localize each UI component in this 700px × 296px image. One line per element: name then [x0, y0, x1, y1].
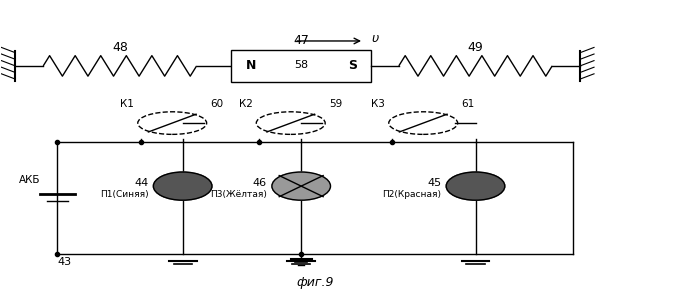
- Text: S: S: [348, 59, 357, 72]
- Text: 43: 43: [57, 257, 71, 267]
- Text: 61: 61: [461, 99, 475, 109]
- Text: П3(Жёлтая): П3(Жёлтая): [210, 190, 267, 200]
- Text: К1: К1: [120, 99, 134, 109]
- Text: фиг.9: фиг.9: [296, 276, 334, 289]
- Text: 47: 47: [293, 34, 309, 47]
- Ellipse shape: [272, 172, 330, 200]
- Bar: [232, 50, 371, 82]
- Text: АКБ: АКБ: [18, 175, 40, 185]
- Text: 45: 45: [427, 178, 441, 188]
- Text: 48: 48: [112, 41, 128, 54]
- Text: 49: 49: [468, 41, 484, 54]
- Text: 58: 58: [294, 60, 308, 70]
- Text: 60: 60: [211, 99, 224, 109]
- Text: П1(Синяя): П1(Синяя): [100, 190, 148, 200]
- Text: 46: 46: [253, 178, 267, 188]
- Ellipse shape: [446, 172, 505, 200]
- Text: 44: 44: [134, 178, 148, 188]
- Text: П2(Красная): П2(Красная): [382, 190, 441, 200]
- Text: N: N: [246, 59, 256, 72]
- Text: К3: К3: [371, 99, 385, 109]
- Ellipse shape: [153, 172, 212, 200]
- Text: 59: 59: [329, 99, 342, 109]
- Text: $\upsilon$: $\upsilon$: [371, 32, 379, 45]
- Text: К2: К2: [239, 99, 253, 109]
